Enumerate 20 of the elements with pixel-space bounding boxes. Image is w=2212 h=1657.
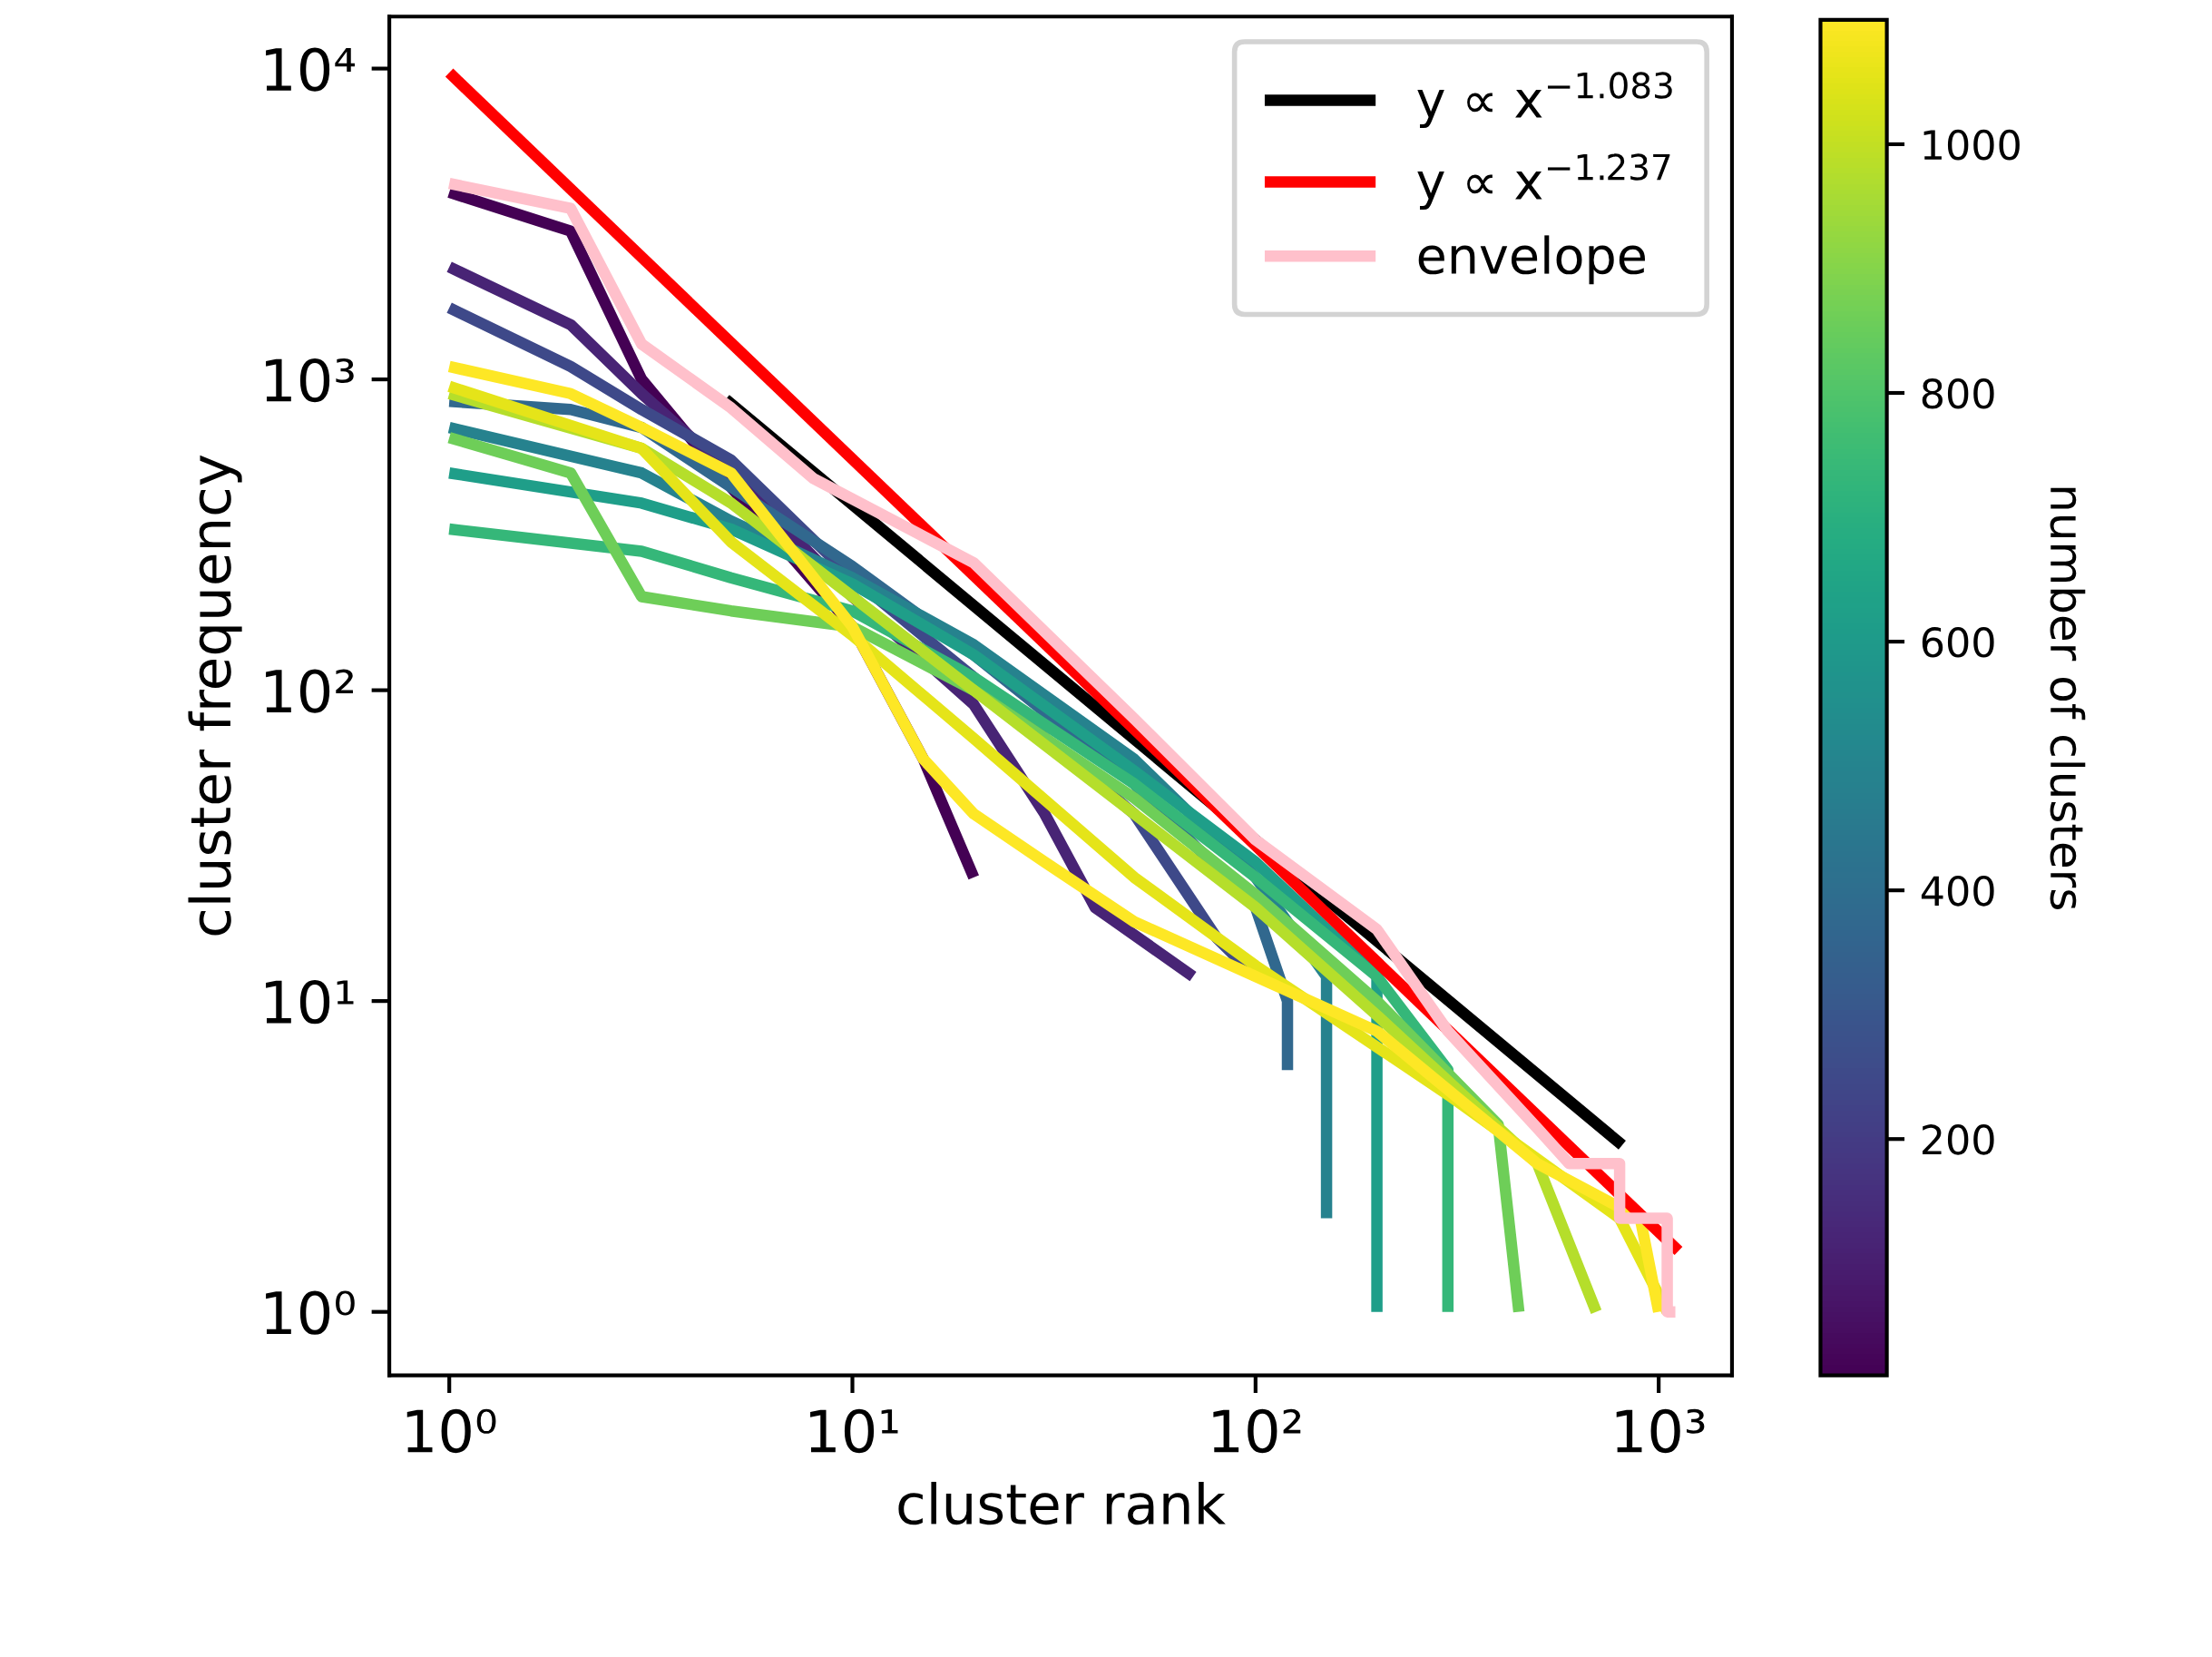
x-tick-label: 10¹	[810, 1408, 898, 1454]
x-tick-label: 10⁰	[406, 1408, 496, 1454]
color-bar-label: 200	[1922, 1124, 1994, 1155]
legend-label: y ∝ x$^{−1.237}$	[1417, 153, 1670, 211]
color-bar-title: number of clusters	[2050, 487, 2086, 909]
x-axis-title: cluster rank	[898, 1481, 1226, 1525]
y-tick-label: 10⁴	[266, 47, 355, 92]
y-axis-title: cluster frequency	[188, 455, 242, 936]
color-bar-label: 1000	[1923, 129, 2020, 161]
y-tick-label: 10³	[266, 358, 354, 403]
legend-label: envelope	[1418, 235, 1645, 285]
y-tick-label: 10¹	[266, 980, 354, 1025]
color-bar-label: 800	[1922, 377, 1994, 409]
y-tick-label: 10⁰	[266, 1290, 355, 1335]
color-bar-label: 600	[1922, 626, 1994, 658]
x-tick-label: 10²	[1213, 1408, 1301, 1454]
legend-label: y ∝ x$^{−1.083}$	[1417, 72, 1672, 129]
x-tick-label: 10³	[1616, 1408, 1705, 1454]
color-bar-label: 400	[1921, 876, 1994, 907]
y-tick-label: 10²	[266, 669, 353, 713]
